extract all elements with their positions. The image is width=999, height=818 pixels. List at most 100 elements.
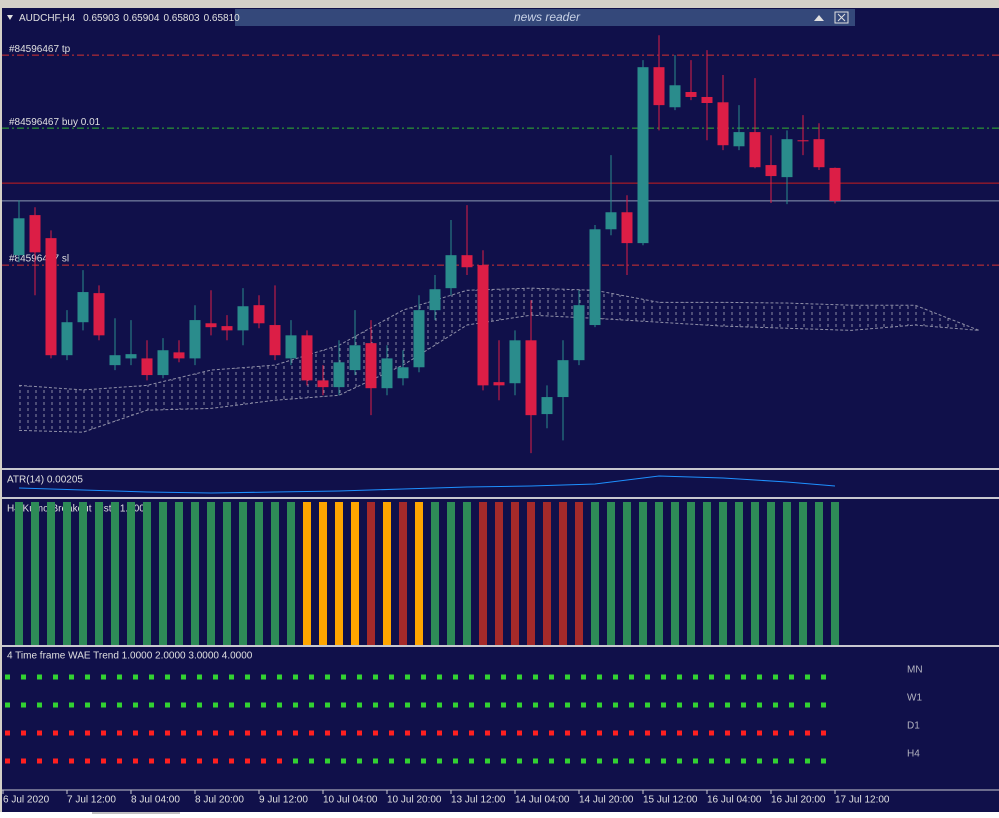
histo-bar <box>127 502 135 645</box>
news-reader-bar[interactable] <box>235 9 855 26</box>
candle-body <box>269 325 281 356</box>
trend-dot <box>613 730 618 736</box>
trend-dot <box>821 702 826 708</box>
atr-line <box>18 475 836 494</box>
trend-dot <box>165 702 170 708</box>
trend-dot <box>709 674 714 680</box>
histo-bar <box>47 502 55 645</box>
trend-dot <box>325 758 330 764</box>
histo-bar <box>623 502 631 645</box>
trend-dot <box>21 702 26 708</box>
candle-body <box>685 92 697 97</box>
trend-dot <box>709 758 714 764</box>
trend-dot <box>789 758 794 764</box>
trend-dot <box>485 702 490 708</box>
trend-dot <box>693 674 698 680</box>
histo-bar <box>767 502 775 645</box>
trend-dot <box>549 730 554 736</box>
trend-dot <box>581 702 586 708</box>
trend-dot <box>293 758 298 764</box>
candle-body <box>157 350 169 376</box>
trend-dot <box>165 758 170 764</box>
trend-dot <box>501 730 506 736</box>
candle-body <box>285 335 297 359</box>
trend-dot <box>229 674 234 680</box>
trend-dot <box>325 702 330 708</box>
trend-dot <box>133 674 138 680</box>
histo-bar <box>831 502 839 645</box>
trend-dot <box>85 730 90 736</box>
trend-dot <box>181 674 186 680</box>
atr-title: ATR(14) 0.00205 <box>7 475 83 486</box>
wae-title: 4 Time frame WAE Trend 1.0000 2.0000 3.0… <box>7 651 253 662</box>
trend-dot <box>453 758 458 764</box>
trend-dot <box>341 702 346 708</box>
trend-dot <box>821 758 826 764</box>
trend-dot <box>405 758 410 764</box>
trend-dot <box>741 730 746 736</box>
trend-dot <box>149 758 154 764</box>
candle-body <box>125 354 137 359</box>
trend-dot <box>773 674 778 680</box>
histo-bar <box>399 502 407 645</box>
candle-body <box>573 305 585 361</box>
trend-dot <box>389 674 394 680</box>
trend-dot <box>357 674 362 680</box>
trend-dot <box>293 702 298 708</box>
histo-bar <box>159 502 167 645</box>
histo-bar <box>287 502 295 645</box>
trend-dot <box>485 730 490 736</box>
x-tick-label: 14 Jul 20:00 <box>579 795 634 806</box>
histo-bar <box>111 502 119 645</box>
trend-dot <box>117 674 122 680</box>
histo-bar <box>527 502 535 645</box>
candle-body <box>141 358 153 376</box>
candle-body <box>669 85 681 108</box>
trend-dot <box>773 758 778 764</box>
tab-bar <box>0 812 999 818</box>
trend-dot <box>197 702 202 708</box>
trend-dot <box>709 730 714 736</box>
trend-dot <box>165 730 170 736</box>
candle-body <box>589 229 601 326</box>
trend-dot <box>565 730 570 736</box>
trend-dot <box>213 730 218 736</box>
trend-dot <box>565 758 570 764</box>
trend-dot <box>725 702 730 708</box>
trend-dot <box>117 702 122 708</box>
trend-dot <box>821 730 826 736</box>
trend-dot <box>597 702 602 708</box>
trend-dot <box>805 758 810 764</box>
symbol-menu[interactable] <box>7 15 13 20</box>
histo-bar <box>383 502 391 645</box>
trend-dot <box>533 674 538 680</box>
x-tick-label: 10 Jul 20:00 <box>387 795 442 806</box>
trend-dot <box>453 674 458 680</box>
trend-dot <box>245 758 250 764</box>
close-button[interactable] <box>834 11 849 24</box>
histo-bar <box>815 502 823 645</box>
histo-bar <box>799 502 807 645</box>
histo-bar <box>463 502 471 645</box>
x-tick-label: 6 Jul 2020 <box>3 795 50 806</box>
trend-dot <box>53 758 58 764</box>
trend-dot <box>517 702 522 708</box>
close-icon <box>837 13 846 22</box>
histo-bar <box>239 502 247 645</box>
collapse-button[interactable] <box>814 15 824 21</box>
order-label: #84596467 sl <box>9 254 69 265</box>
trend-dot <box>133 702 138 708</box>
histo-bar <box>223 502 231 645</box>
histo-bar <box>719 502 727 645</box>
trend-dot <box>741 702 746 708</box>
trend-dot <box>325 674 330 680</box>
candle-body <box>813 139 825 168</box>
trend-dot <box>421 702 426 708</box>
candle-body <box>189 320 201 359</box>
trend-dot <box>549 674 554 680</box>
candle-body <box>365 343 377 389</box>
trend-dot <box>549 702 554 708</box>
histo-bar <box>703 502 711 645</box>
histo-bar <box>607 502 615 645</box>
